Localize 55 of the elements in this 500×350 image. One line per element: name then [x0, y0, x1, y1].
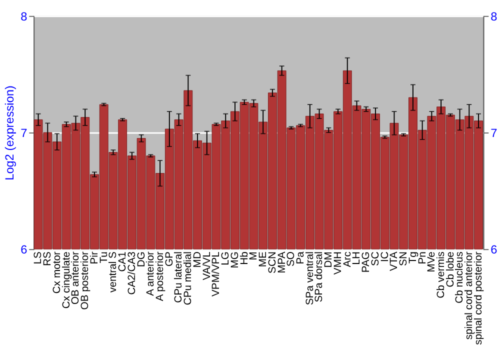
x-tick-label: Hb: [239, 251, 250, 265]
x-tick-label: CPu lateral: [174, 252, 185, 303]
y2-tick-label: 6: [490, 242, 498, 257]
x-tick-label: ventral S: [108, 251, 120, 292]
x-tick-label: spinal cord anterior: [464, 251, 476, 340]
y-axis-title: Log2 (expression): [2, 86, 17, 180]
x-tick-label: A posterior: [155, 251, 166, 302]
x-tick-label: SO: [286, 252, 298, 267]
x-tick-label: Tg: [408, 251, 419, 264]
x-tick-label: Cx motor: [52, 251, 63, 294]
x-tick-label: MPA: [276, 251, 288, 274]
y2-tick-label: 8: [490, 9, 498, 24]
x-tick-label: spinal cord posterior: [473, 251, 484, 345]
x-tick-label: Cb nucleus: [454, 252, 466, 304]
x-tick-label: MD: [192, 252, 204, 268]
x-tick-label: CA2/CA3: [126, 251, 138, 295]
x-tick-label: Cb vermis: [436, 252, 448, 298]
x-tick-label: MG: [230, 252, 241, 268]
y-tick-label: 8: [20, 9, 28, 24]
x-tick-label: OB posterior: [80, 251, 92, 310]
x-tick-label: VPM/VPL: [211, 251, 222, 296]
x-tick-label: RS: [42, 251, 54, 266]
x-tick-label: CA1: [118, 251, 129, 272]
x-tick-label: LH: [352, 252, 363, 265]
x-tick-label: ME: [258, 251, 270, 268]
x-tick-label: PAG: [361, 252, 372, 273]
x-tick-label: VTA: [389, 251, 400, 271]
x-tick-label: CPu medial: [183, 252, 194, 306]
x-tick-label: LS: [33, 251, 44, 264]
x-tick-label: DG: [136, 252, 148, 268]
y2-tick-label: 7: [490, 126, 498, 140]
x-tick-label: M: [248, 252, 260, 260]
x-tick-label: LG: [220, 252, 232, 266]
x-tick-label: VMH: [332, 252, 344, 275]
x-tick-label: Cb lobe: [445, 251, 456, 288]
y-tick-label: 6: [20, 242, 28, 257]
x-tick-label: MVe: [426, 251, 438, 272]
x-tick-label: Pa: [296, 251, 307, 264]
x-tick-label: VA/VL: [202, 251, 213, 280]
x-tick-label: IC: [380, 251, 391, 262]
x-tick-label: SPa dorsal: [314, 252, 326, 302]
x-tick-label: Arc: [342, 252, 354, 268]
x-tick-label: Pn: [417, 251, 428, 264]
x-tick-label: SPa ventral: [304, 252, 316, 306]
x-tick-label: SC: [370, 251, 382, 266]
x-tick-label: SN: [398, 252, 410, 266]
x-tick-label: GP: [164, 251, 176, 267]
y-tick-label: 7: [20, 126, 28, 140]
x-tick-label: A anterior: [146, 251, 157, 296]
x-tick-label: Cx cingulate: [61, 251, 72, 309]
x-tick-label: Tu: [98, 251, 110, 264]
x-tick-label: Pir: [89, 251, 100, 264]
x-tick-label: DM: [324, 252, 335, 268]
x-tick-label: OB anterior: [70, 251, 82, 305]
x-tick-label: SCN: [267, 252, 278, 274]
